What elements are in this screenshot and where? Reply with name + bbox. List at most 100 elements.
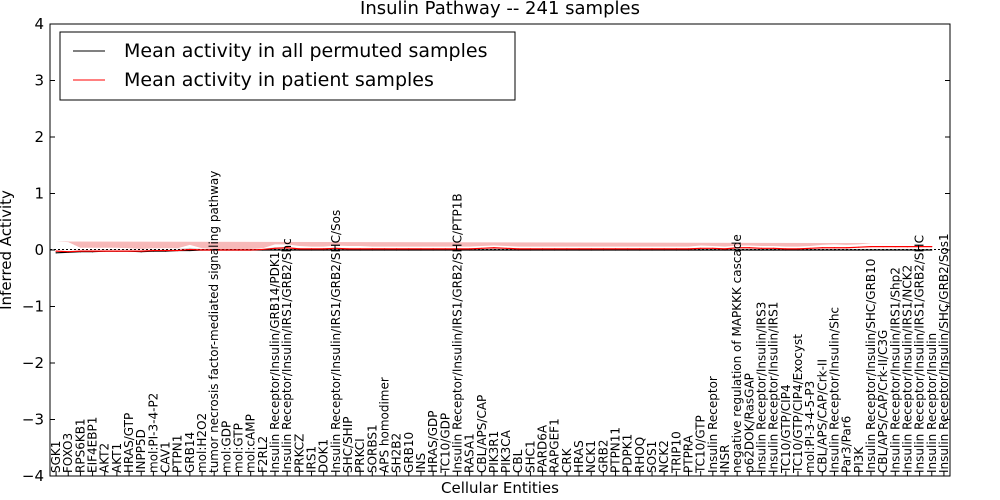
x-category-label: Insulin Receptor/Insulin/SHC/GRB2/Sos1: [937, 233, 951, 473]
data-point: [225, 249, 227, 251]
x-category-label: mol:GDP: [219, 421, 233, 473]
data-point: [189, 248, 191, 251]
x-category-label: SHC1: [523, 440, 537, 473]
data-point: [687, 248, 690, 250]
data-point: [870, 246, 872, 248]
x-category-label: TC10/GDP: [438, 413, 452, 474]
data-point: [456, 249, 459, 251]
y-tick-label: −4: [22, 467, 44, 485]
x-category-label: Insulin Receptor/Insulin/SHC/GRB10: [864, 259, 878, 473]
data-point: [566, 248, 568, 250]
data-point: [882, 249, 884, 251]
x-category-label: APS homodimer: [377, 377, 391, 473]
chart-title: Insulin Pathway -- 241 samples: [360, 0, 640, 19]
data-point: [505, 249, 507, 251]
data-point: [250, 249, 252, 251]
data-point: [590, 248, 592, 250]
x-category-label: Insulin Receptor: [706, 376, 720, 473]
data-point: [408, 248, 410, 250]
x-category-label: Insulin Receptor/Insulin/IRS3: [754, 302, 768, 473]
x-category-label: INPP5D: [134, 429, 148, 473]
data-point: [456, 248, 459, 250]
data-point: [383, 248, 386, 250]
data-point: [797, 248, 799, 250]
x-category-label: PRKCZ: [292, 434, 306, 473]
data-point: [286, 249, 288, 251]
x-category-label: Insulin Receptor/Insulin/IRS1/GRB2/SHC/P…: [450, 193, 464, 473]
x-category-label: PDPK1: [621, 434, 635, 473]
y-tick-label: 0: [34, 241, 44, 259]
x-category-label: mol:PI-3-4-5-P3: [803, 381, 817, 473]
data-point: [736, 249, 738, 251]
data-point: [104, 250, 106, 252]
data-point: [821, 249, 823, 251]
x-category-label: p62DOK/RasGAP: [742, 373, 756, 473]
x-category-label: SORBS1: [365, 424, 379, 473]
data-point: [712, 249, 714, 251]
data-point: [663, 249, 665, 251]
data-point: [189, 249, 191, 252]
x-category-label: mol:PI-3-4-P2: [146, 393, 160, 473]
data-point: [773, 247, 775, 249]
data-point: [274, 247, 276, 249]
x-category-label: PTPRA: [682, 434, 696, 473]
data-point: [639, 249, 641, 251]
data-point: [748, 247, 750, 249]
data-point: [468, 249, 471, 251]
data-point: [797, 249, 799, 251]
x-category-label: TC10/GTP/CIP4: [779, 384, 793, 474]
x-category-label: TC10/GTP/CIP4/Exocyst: [791, 334, 805, 474]
x-category-label: AKT1: [110, 443, 124, 473]
data-point: [882, 246, 884, 248]
data-point: [481, 249, 483, 251]
x-category-label: SH2B2: [390, 433, 404, 473]
data-point: [310, 248, 313, 250]
x-category-label: CBL/APS/CAP: [475, 395, 489, 473]
x-category-label: RHOQ: [633, 437, 647, 473]
data-point: [833, 249, 836, 251]
y-tick-label: 2: [34, 128, 44, 146]
data-point: [894, 246, 896, 248]
data-point: [420, 248, 422, 250]
x-category-label: TC10/GTP: [694, 415, 708, 474]
x-category-label: Insulin Receptor/Insulin/IRS1/GRB2/SHC/S…: [329, 210, 343, 473]
x-category-label: tumor necrosis factor-mediated signaling…: [207, 171, 221, 473]
data-point: [627, 248, 629, 250]
data-point: [918, 249, 921, 251]
data-point: [700, 249, 702, 251]
data-point: [614, 248, 617, 250]
data-point: [128, 250, 130, 252]
data-point: [590, 249, 592, 251]
data-point: [359, 248, 361, 250]
data-point: [785, 248, 787, 250]
y-tick-label: −2: [22, 354, 44, 372]
data-point: [67, 251, 69, 253]
data-point: [55, 252, 57, 254]
data-point: [675, 249, 677, 251]
x-category-label: mol:H2O2: [195, 413, 209, 473]
data-point: [773, 249, 775, 251]
x-category-label: PARD6A: [536, 424, 550, 473]
legend-label-patient: Mean activity in patient samples: [124, 69, 434, 91]
x-category-label: F2RL2: [256, 436, 270, 473]
data-point: [371, 249, 373, 251]
y-tick-label: 3: [34, 72, 44, 90]
series-lines: [55, 246, 933, 254]
x-category-label: Insulin Receptor/Insulin/IRS1: [767, 302, 781, 473]
x-category-label: Insulin Receptor/Insulin: [925, 333, 939, 473]
data-point: [323, 249, 325, 251]
x-category-label: RPS6KB1: [73, 418, 87, 473]
data-point: [140, 250, 142, 252]
data-point: [468, 248, 471, 250]
data-point: [627, 249, 629, 251]
data-point: [651, 248, 653, 250]
data-point: [310, 249, 313, 251]
data-point: [639, 248, 641, 250]
x-category-label: TRIP10: [669, 431, 683, 474]
x-category-label: EIF4EBP1: [86, 417, 100, 473]
x-category-label: FOXO3: [61, 433, 75, 473]
data-point: [821, 247, 823, 249]
x-category-label: CAV1: [159, 441, 173, 473]
x-category-label: PTPN1: [171, 435, 185, 473]
data-point: [809, 247, 811, 249]
